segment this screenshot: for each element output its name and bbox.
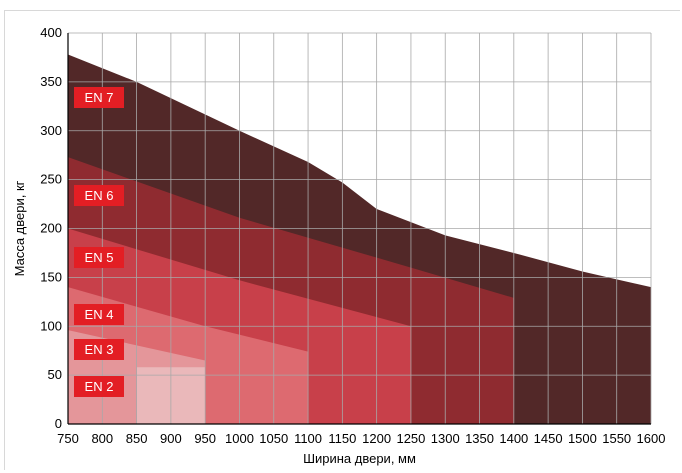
x-tick-label: 1350 xyxy=(465,431,494,446)
class-label: EN 3 xyxy=(85,342,114,357)
class-label: EN 6 xyxy=(85,188,114,203)
y-tick-label: 250 xyxy=(40,172,62,187)
x-tick-label: 1400 xyxy=(499,431,528,446)
x-tick-label: 1100 xyxy=(294,431,322,446)
x-tick-label: 1300 xyxy=(431,431,460,446)
x-axis-title: Ширина двери, мм xyxy=(303,451,416,466)
y-tick-label: 100 xyxy=(40,318,62,333)
class-label-badge xyxy=(74,376,124,397)
class-label-badge xyxy=(74,185,124,206)
x-tick-label: 800 xyxy=(91,431,113,446)
y-tick-label: 400 xyxy=(40,25,62,40)
x-tick-label: 1250 xyxy=(396,431,425,446)
y-tick-label: 0 xyxy=(55,416,62,431)
x-tick-label: 1200 xyxy=(362,431,391,446)
x-tick-label: 1550 xyxy=(602,431,631,446)
x-tick-label: 1450 xyxy=(534,431,563,446)
class-label-badge xyxy=(74,304,124,325)
y-axis-title: Масса двери, кг xyxy=(12,180,27,276)
x-tick-label: 1150 xyxy=(328,431,356,446)
x-tick-label: 950 xyxy=(194,431,216,446)
x-tick-label: 1000 xyxy=(225,431,254,446)
x-tick-label: 900 xyxy=(160,431,182,446)
y-tick-label: 150 xyxy=(40,269,62,284)
x-tick-label: 1600 xyxy=(637,431,666,446)
y-tick-label: 200 xyxy=(40,221,62,236)
x-tick-label: 850 xyxy=(126,431,148,446)
class-label: EN 4 xyxy=(85,307,114,322)
class-label-badge xyxy=(74,339,124,360)
y-tick-label: 350 xyxy=(40,74,62,89)
class-label: EN 5 xyxy=(85,250,114,265)
class-label-badge xyxy=(74,87,124,108)
x-tick-label: 750 xyxy=(57,431,79,446)
class-label: EN 2 xyxy=(85,379,114,394)
y-tick-label: 50 xyxy=(48,367,62,382)
x-tick-label: 1050 xyxy=(259,431,288,446)
class-label-badge xyxy=(74,247,124,268)
chart-frame xyxy=(4,10,680,470)
y-tick-label: 300 xyxy=(40,123,62,138)
x-tick-label: 1500 xyxy=(568,431,597,446)
class-label: EN 7 xyxy=(85,90,114,105)
